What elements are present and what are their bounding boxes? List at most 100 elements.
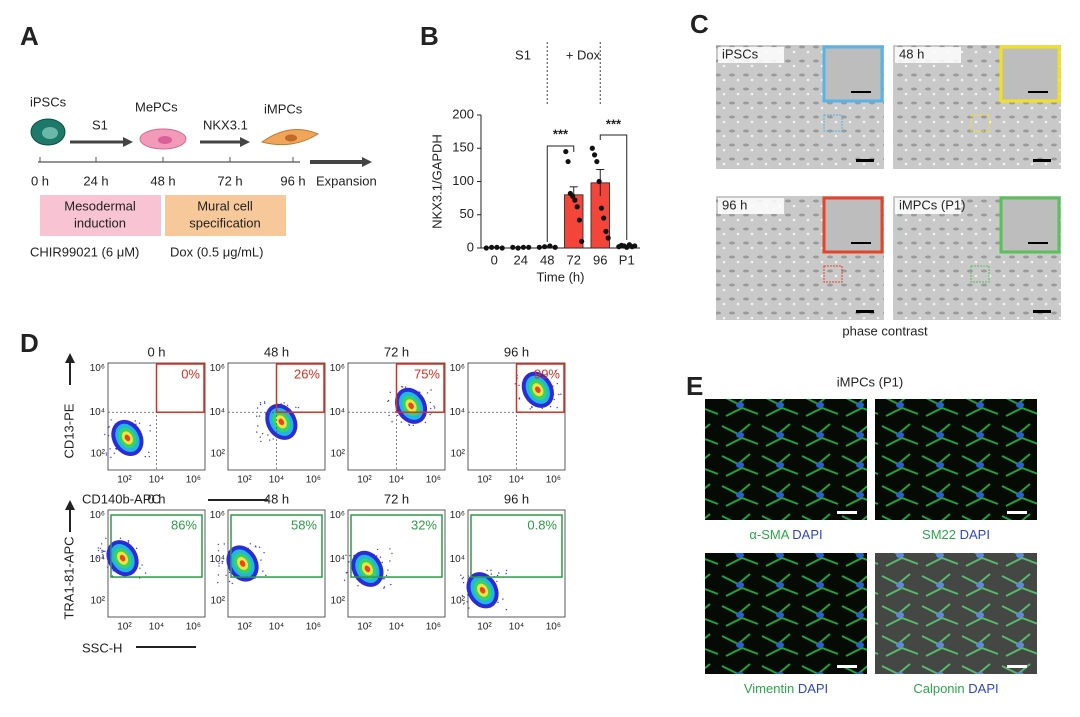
x-tick-label: 10² (237, 475, 252, 486)
y-tick-label: 10⁶ (450, 510, 465, 521)
y-tick-label: 10² (451, 596, 466, 607)
event (264, 402, 266, 405)
y-tick-label: 10² (331, 449, 346, 460)
fluorescence-image (705, 553, 867, 674)
fluorescence-image (705, 399, 867, 520)
event (262, 570, 264, 572)
event (430, 389, 432, 391)
scale-bar (837, 665, 857, 668)
event (554, 370, 557, 372)
data-point (579, 238, 585, 244)
y-tick-label: 10⁶ (330, 363, 345, 374)
x-tick-label: 0 (491, 252, 498, 267)
y-tick-label: 200 (452, 106, 474, 121)
event (257, 425, 259, 427)
event (149, 430, 151, 432)
scale-bar (1007, 665, 1027, 668)
label-bg (718, 47, 784, 63)
inset-region (970, 114, 990, 132)
event (387, 400, 389, 403)
event (463, 602, 465, 604)
event (345, 554, 347, 557)
event (558, 393, 560, 396)
event (430, 407, 432, 410)
event (468, 607, 470, 609)
event (216, 560, 219, 563)
label: iPSCs (30, 94, 67, 109)
event (391, 421, 393, 423)
data-point (601, 215, 607, 221)
event (357, 585, 359, 587)
y-tick-label: 10² (451, 449, 466, 460)
event (115, 447, 117, 450)
event (138, 422, 141, 424)
event (217, 543, 219, 546)
label: induction (74, 215, 126, 230)
fluorescence-image (875, 553, 1037, 674)
gate (395, 363, 445, 413)
event (99, 547, 102, 550)
label: 0 h (147, 344, 165, 359)
event (119, 537, 122, 539)
event (376, 548, 379, 551)
event (505, 572, 507, 575)
event (349, 554, 351, 557)
data-point (572, 197, 578, 203)
event (295, 406, 297, 409)
y-tick-label: 10² (91, 596, 106, 607)
event (101, 549, 103, 552)
event (389, 548, 391, 550)
panel-letter: D (20, 328, 39, 358)
event (394, 411, 396, 413)
panel-letter: B (420, 21, 439, 51)
event (149, 424, 151, 427)
arrow-head (123, 137, 133, 147)
label: 0 h (31, 173, 49, 188)
event (102, 550, 104, 552)
y-tick-label: 10² (211, 596, 226, 607)
marker-label: Calponin (913, 681, 964, 696)
data-point (632, 243, 638, 249)
event (391, 552, 393, 555)
y-tick-label: 0 (467, 239, 474, 254)
event (343, 579, 346, 582)
event (514, 383, 517, 385)
data-point (594, 158, 600, 165)
gate (515, 363, 565, 413)
stain-caption: α-SMA DAPI (749, 527, 822, 542)
event (379, 556, 382, 558)
gate-label: 86% (171, 517, 197, 532)
data-point (591, 152, 598, 158)
event (144, 572, 147, 574)
scale-bar (856, 310, 874, 313)
density (124, 434, 131, 442)
event (97, 547, 99, 549)
event (560, 393, 562, 395)
event (529, 408, 531, 410)
arrow-head (240, 137, 250, 147)
data-point (536, 244, 542, 250)
scale-bar (856, 159, 874, 162)
x-tick-label: 96 (593, 252, 607, 267)
data-point (589, 145, 595, 151)
label: 96 h (280, 173, 305, 188)
event (265, 574, 267, 577)
event (345, 572, 348, 574)
data-point (483, 245, 489, 251)
density (239, 560, 246, 567)
x-tick-label: 10² (477, 475, 492, 486)
x-tick-label: 10⁴ (149, 622, 164, 633)
label: iMPCs (P1) (837, 374, 903, 389)
x-tick-label: 10⁴ (509, 622, 524, 633)
event (113, 452, 116, 454)
event (144, 455, 147, 458)
label: 24 h (83, 173, 108, 188)
event (104, 550, 106, 553)
scale-bar (1028, 242, 1048, 244)
panel-letter: A (20, 21, 39, 51)
x-tick-label: 10⁴ (149, 475, 164, 486)
y-tick-label: 10⁴ (90, 554, 105, 565)
gate (470, 514, 563, 578)
density (535, 386, 541, 394)
